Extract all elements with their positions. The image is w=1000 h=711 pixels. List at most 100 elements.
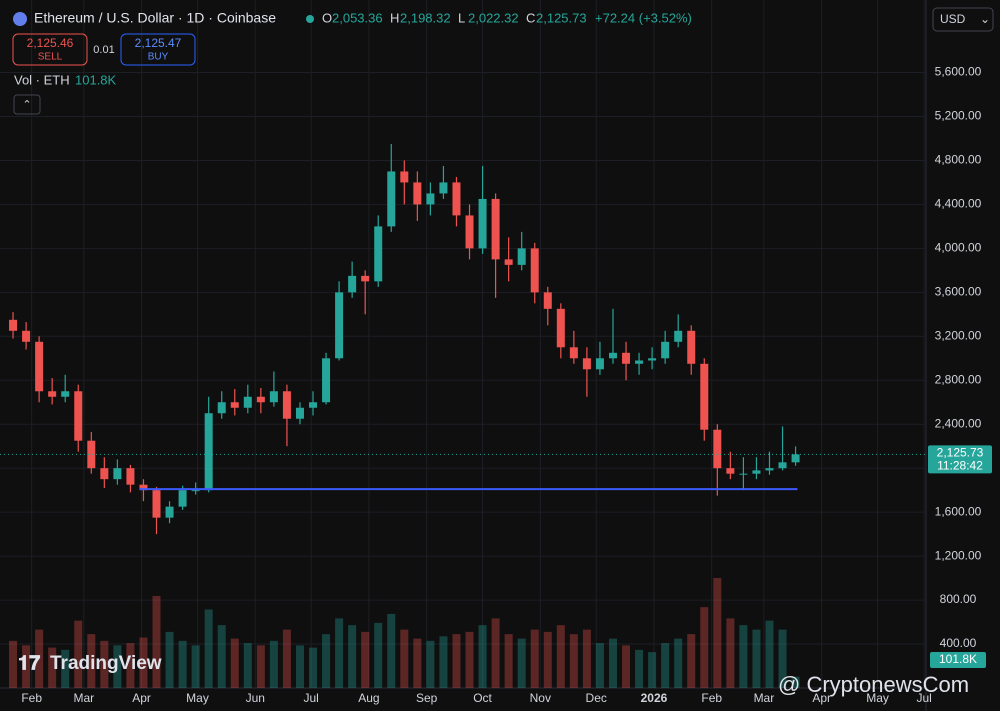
candle-body (674, 330, 683, 342)
ohlc: O 2,053.36 H 2,198.32 L 2,022.32 C 2,125.73 (322, 10, 587, 25)
volume-bar (569, 634, 578, 688)
x-tick-label: Aug (358, 691, 379, 705)
volume-bar (152, 595, 161, 688)
candle-body (191, 490, 200, 492)
volume-bar (87, 634, 96, 688)
volume-bar (335, 618, 344, 688)
y-tick-label: 1,200.00 (935, 548, 982, 562)
candle-body (687, 330, 696, 364)
y-tick-label: 5,600.00 (935, 65, 982, 79)
watermark: TradingView (50, 653, 162, 674)
volume-bar (100, 640, 109, 688)
candle-body (739, 473, 748, 475)
volume-bar (204, 609, 213, 688)
volume-bar (791, 676, 800, 688)
status-dot (306, 15, 314, 23)
volume-bar (9, 640, 18, 688)
candle-body (269, 391, 278, 403)
candle-body (622, 352, 631, 364)
volume-bar (74, 620, 83, 688)
candle-body (87, 440, 96, 469)
change: +72.24 (+3.52%) (595, 10, 692, 25)
volume-bar (595, 643, 604, 688)
candle-body (295, 407, 304, 419)
volume-bar (348, 625, 357, 688)
volume-bar (452, 634, 461, 688)
ohlc-key: H (390, 10, 399, 25)
buy-price[interactable]: 2,125.47 (135, 36, 182, 50)
volume-bar (243, 643, 252, 688)
volume-bar (491, 618, 500, 688)
currency[interactable]: USD (940, 12, 966, 26)
x-tick-label: Mar (754, 691, 775, 705)
symbol-title[interactable]: Ethereum / U.S. Dollar · 1D · Coinbase (34, 10, 276, 26)
candle-body (22, 330, 31, 342)
candle-body (752, 470, 761, 474)
candle-body (374, 226, 383, 282)
candle-body (35, 341, 44, 392)
candle-body (478, 198, 487, 249)
volume-bar (48, 647, 57, 688)
x-tick-label: Mar (74, 691, 95, 705)
candle-body (282, 391, 291, 419)
candle-body (543, 292, 552, 309)
candle-body (139, 484, 148, 491)
candle-body (765, 468, 774, 471)
sell-price[interactable]: 2,125.46 (27, 36, 74, 50)
candle-body (243, 396, 252, 408)
volume-bar (426, 640, 435, 688)
x-tick-label: Feb (701, 691, 722, 705)
collapse-icon: ⌃ (22, 99, 31, 111)
volume-bar (752, 629, 761, 688)
ohlc-key: L (458, 10, 465, 25)
volume-bar (608, 638, 617, 688)
price-tag (928, 445, 992, 474)
volume-bar (765, 620, 774, 688)
sell-button[interactable] (12, 33, 88, 66)
candle-body (217, 402, 226, 414)
volume-bar (713, 578, 722, 688)
candle-body (648, 358, 657, 361)
volume-bar (478, 625, 487, 688)
candle-body (778, 462, 787, 469)
volume-bar (230, 638, 239, 688)
candle-body (791, 454, 800, 463)
candle-body (491, 198, 500, 260)
candle-body (165, 506, 174, 518)
candle-body (569, 347, 578, 359)
volume-bar (687, 634, 696, 688)
y-tick-label: 4,400.00 (935, 197, 982, 211)
candle-body (348, 275, 357, 293)
collapse-button[interactable] (13, 94, 41, 115)
candle-body (74, 391, 83, 441)
x-tick-label: Oct (473, 691, 492, 705)
buy-label[interactable]: BUY (148, 52, 169, 63)
volume-tag (930, 652, 986, 668)
volume-bar (295, 645, 304, 688)
currency-caret: ⌄ (980, 12, 990, 26)
eth-icon (13, 12, 27, 26)
volume-bar (530, 629, 539, 688)
plot (0, 0, 926, 688)
volume-title: Vol · ETH (14, 72, 70, 87)
ohlc-value: 2,053.36 (332, 10, 383, 25)
candle-body (230, 402, 239, 408)
volume-tag-label: 101.8K (939, 652, 977, 666)
currency-box[interactable] (932, 7, 994, 32)
candle-body (608, 352, 617, 359)
candle-body (126, 468, 135, 485)
volume-bar (165, 631, 174, 688)
candle-body (322, 358, 331, 403)
sell-label[interactable]: SELL (38, 52, 63, 63)
x-tick-label: 2026 (641, 691, 668, 705)
x-tick-label: May (866, 691, 889, 705)
candle-body (9, 319, 18, 331)
candle-body (661, 341, 670, 359)
volume-bar (674, 638, 683, 688)
spread: 0.01 (93, 44, 114, 56)
volume-bar (400, 629, 409, 688)
volume-bar (322, 634, 331, 688)
buy-button[interactable] (120, 33, 196, 66)
